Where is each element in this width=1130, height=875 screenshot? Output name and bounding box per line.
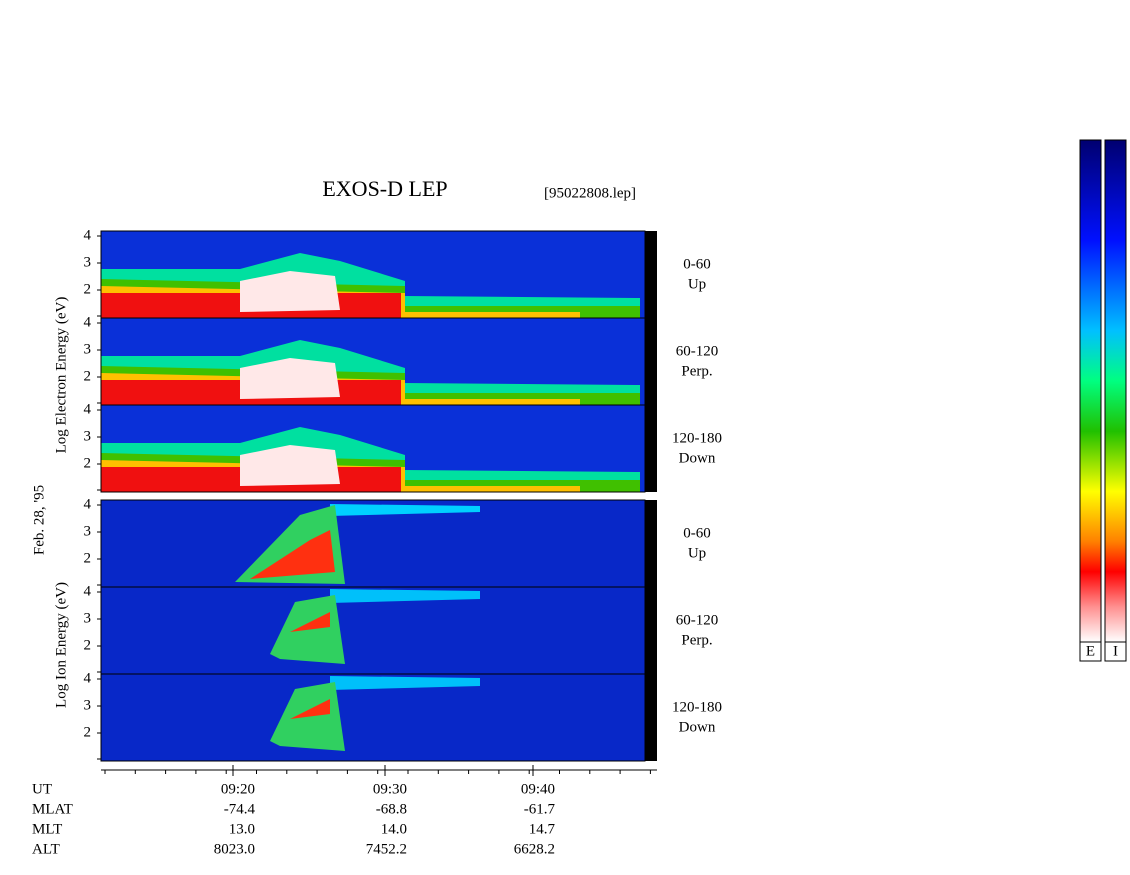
colorbar-label: I <box>1113 643 1118 659</box>
y-tick-label: 2 <box>84 368 92 384</box>
y-tick-label: 3 <box>84 428 92 444</box>
axis-value: -68.8 <box>376 801 407 817</box>
spectrum-peak <box>240 358 340 399</box>
channel-direction: Perp. <box>681 632 712 648</box>
channel-range: 0-60 <box>683 525 711 541</box>
axis-value: 13.0 <box>229 821 255 837</box>
dead-time <box>645 231 657 318</box>
dead-time <box>645 587 657 674</box>
channel-range: 120-180 <box>672 699 722 715</box>
file-name: [95022808.lep] <box>544 185 636 201</box>
dead-time <box>645 500 657 587</box>
y-tick-label: 3 <box>84 610 92 626</box>
y-tick-label: 2 <box>84 550 92 566</box>
y-tick-label: 4 <box>84 227 92 243</box>
colorbar <box>1104 139 1127 643</box>
colorbar-label: E <box>1086 643 1095 659</box>
y-tick-label: 4 <box>84 670 92 686</box>
row-label: MLT <box>32 821 62 837</box>
axis-value: 7452.2 <box>366 841 407 857</box>
axis-value: 14.0 <box>381 821 407 837</box>
channel-range: 0-60 <box>683 256 711 272</box>
channel-direction: Down <box>679 719 716 735</box>
spectrum-peak <box>290 699 330 719</box>
spectrum-peak <box>250 530 335 579</box>
spectrum-band <box>330 589 480 603</box>
y-tick-label: 3 <box>84 697 92 713</box>
y-tick-label: 4 <box>84 583 92 599</box>
row-label: ALT <box>32 841 60 857</box>
title: EXOS-D LEP <box>322 176 447 201</box>
y-tick-label: 4 <box>84 401 92 417</box>
channel-direction: Down <box>679 450 716 466</box>
channel-direction: Up <box>688 276 706 292</box>
dead-time <box>645 674 657 761</box>
y-axis-label: Log Ion Energy (eV) <box>53 582 69 708</box>
y-tick-label: 3 <box>84 254 92 270</box>
channel-direction: Up <box>688 545 706 561</box>
y-tick-label: 3 <box>84 523 92 539</box>
y-tick-label: 3 <box>84 341 92 357</box>
colorbar-label-box <box>1079 641 1102 662</box>
row-label: UT <box>32 781 52 797</box>
axis-value: 8023.0 <box>214 841 255 857</box>
y-axis-label: Log Electron Energy (eV) <box>53 297 69 454</box>
axis-value: 6628.2 <box>514 841 555 857</box>
channel-range: 60-120 <box>676 343 719 359</box>
colorbar-label-box <box>1104 641 1127 662</box>
y-tick-label: 2 <box>84 637 92 653</box>
panel-frame <box>100 673 646 762</box>
axis-value: 09:40 <box>521 781 555 797</box>
axis-value: -74.4 <box>224 801 256 817</box>
y-tick-label: 2 <box>84 455 92 471</box>
y-tick-label: 2 <box>84 724 92 740</box>
colorbar <box>1079 139 1102 643</box>
channel-range: 60-120 <box>676 612 719 628</box>
spectrum-peak <box>240 271 340 312</box>
y-tick-label: 4 <box>84 496 92 512</box>
axis-value: 14.7 <box>529 821 556 837</box>
channel-range: 120-180 <box>672 430 722 446</box>
spectrum-band <box>330 504 480 516</box>
y-tick-label: 4 <box>84 314 92 330</box>
y-tick-label: 2 <box>84 281 92 297</box>
dead-time <box>645 405 657 492</box>
date: Feb. 28, '95 <box>31 485 47 555</box>
channel-direction: Perp. <box>681 363 712 379</box>
panel-frame <box>100 404 646 493</box>
axis-value: 09:30 <box>373 781 407 797</box>
spectrum-peak <box>290 612 330 632</box>
axis-value: 09:20 <box>221 781 255 797</box>
spectrum-peak <box>240 445 340 486</box>
axis-value: -61.7 <box>524 801 556 817</box>
row-label: MLAT <box>32 801 73 817</box>
spectrum-band <box>330 676 480 690</box>
dead-time <box>645 318 657 405</box>
